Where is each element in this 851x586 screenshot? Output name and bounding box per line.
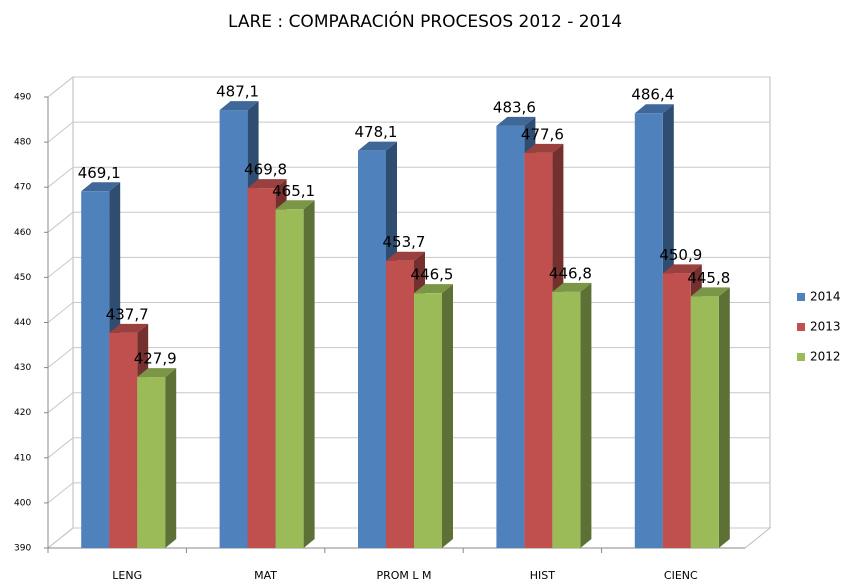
bar-top	[634, 104, 674, 114]
grid-line	[47, 121, 770, 143]
value-label: 453,7	[383, 233, 426, 251]
value-label: 446,8	[549, 264, 592, 282]
value-label: 477,6	[521, 125, 564, 143]
y-tick-label: 490	[14, 93, 31, 103]
value-label: 469,8	[244, 161, 287, 179]
legend-swatch	[797, 293, 805, 301]
bar	[496, 125, 525, 548]
bar-side	[718, 287, 730, 548]
value-label: 437,7	[106, 305, 149, 323]
legend-label: 2014	[810, 290, 841, 304]
value-label: 465,1	[272, 182, 315, 200]
bar-top	[690, 287, 730, 297]
bar	[386, 260, 414, 548]
bar-top	[247, 179, 287, 189]
y-tick-label: 460	[14, 228, 31, 238]
value-label: 478,1	[355, 123, 398, 141]
legend-swatch	[797, 353, 805, 361]
bar-top	[358, 141, 397, 151]
bar	[137, 377, 166, 548]
value-label: 427,9	[134, 350, 177, 368]
x-tick-label: CIENC	[664, 569, 698, 582]
y-tick-label: 430	[14, 363, 31, 373]
bar	[690, 296, 719, 548]
value-label: 483,6	[493, 98, 536, 116]
bar-side	[303, 200, 315, 548]
bar-top	[137, 368, 177, 378]
value-label: 450,9	[659, 246, 702, 264]
y-tick-label: 470	[14, 183, 31, 193]
bar-top	[109, 323, 149, 333]
x-tick-label: LENG	[112, 569, 142, 582]
bar	[81, 191, 110, 548]
grid-line	[47, 76, 770, 98]
bar	[247, 188, 276, 549]
bar-side	[442, 284, 453, 548]
bar-top	[662, 264, 702, 274]
bar	[109, 332, 138, 548]
x-tick-label: PROM L M	[376, 569, 431, 582]
y-tick-label: 400	[14, 498, 31, 508]
y-tick-label: 410	[14, 453, 31, 463]
bar-top	[386, 251, 425, 261]
bar	[662, 273, 691, 548]
bar-top	[524, 143, 564, 153]
bar	[275, 209, 304, 548]
bar-top	[275, 200, 315, 210]
x-tick-label: MAT	[254, 569, 277, 582]
bar	[524, 152, 553, 548]
bar-top	[81, 182, 121, 192]
legend-label: 2012	[810, 350, 841, 364]
chart-title: LARE : COMPARACIÓN PROCESOS 2012 - 2014	[228, 10, 622, 32]
legend-swatch	[797, 323, 805, 331]
legend-label: 2013	[810, 320, 841, 334]
y-tick-label: 450	[14, 273, 31, 283]
y-tick-label: 440	[14, 318, 31, 328]
value-label: 446,5	[411, 266, 454, 284]
value-label: 486,4	[631, 86, 674, 104]
bar	[219, 110, 248, 548]
value-label: 469,1	[78, 164, 121, 182]
bar-top	[414, 284, 453, 294]
bar-top	[496, 116, 536, 126]
bar-side	[165, 368, 177, 548]
y-tick-label: 420	[14, 408, 31, 418]
bar-side	[580, 282, 592, 548]
x-tick-label: HIST	[530, 569, 555, 582]
bar	[634, 113, 663, 549]
bar-top	[219, 101, 259, 111]
y-tick-label: 480	[14, 138, 31, 148]
bar	[358, 150, 386, 548]
bar	[552, 291, 581, 548]
bar-top	[552, 282, 592, 292]
bar	[414, 293, 442, 548]
y-tick-label: 390	[14, 544, 31, 554]
value-label: 487,1	[216, 83, 259, 101]
value-label: 445,8	[687, 269, 730, 287]
